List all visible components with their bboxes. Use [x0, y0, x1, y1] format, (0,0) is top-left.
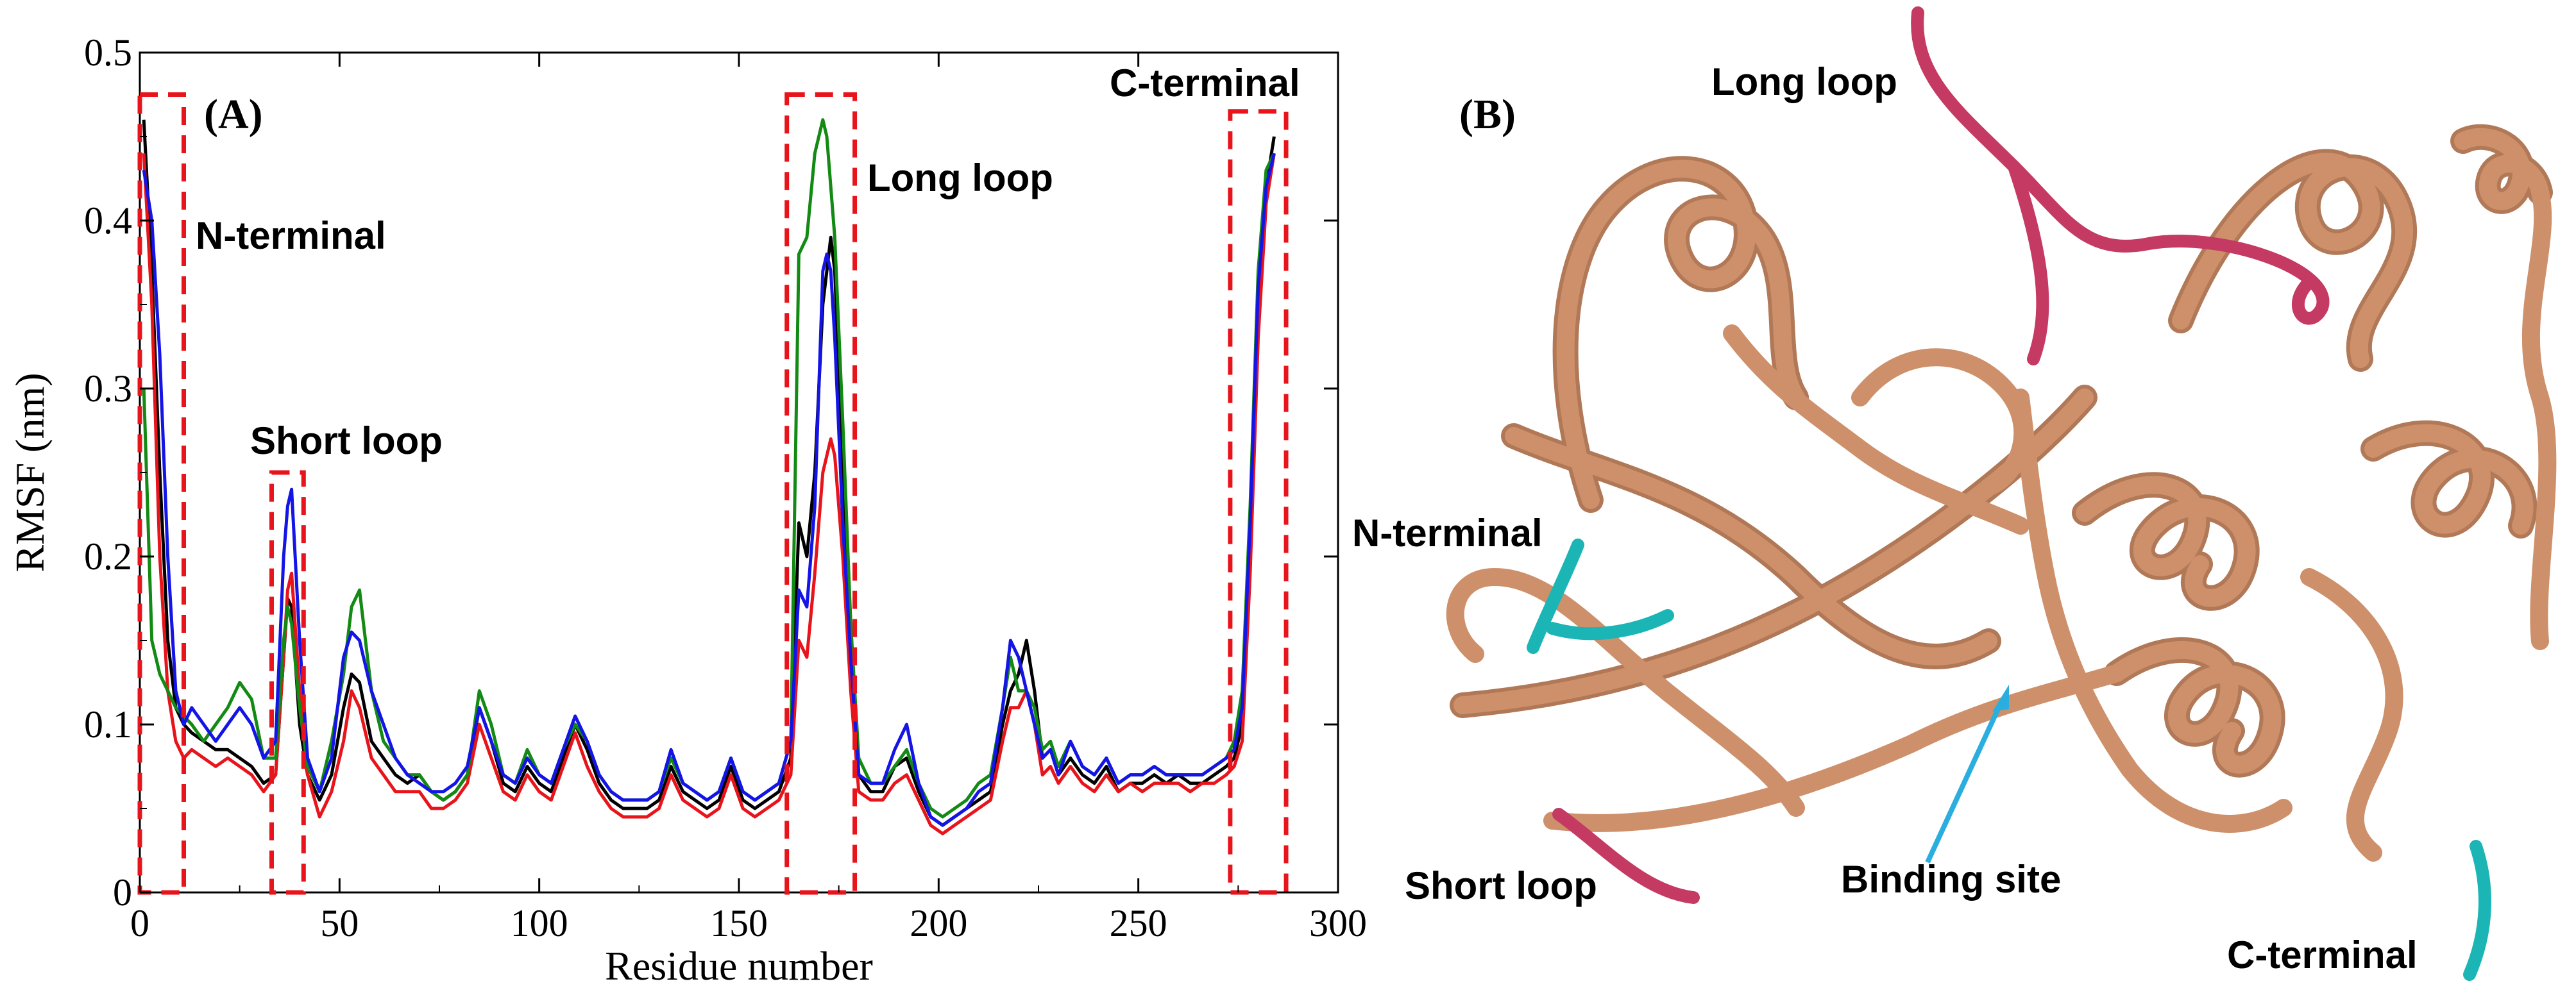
- series-line-blue: [142, 153, 1276, 827]
- region-label-c-terminal: C-terminal: [1110, 62, 1300, 105]
- tick-layer: 0 50 100 150 200 250 300 0 0.1 0.2 0.3 0.4 0.5: [84, 31, 1367, 944]
- panel-a-label: (A): [204, 91, 263, 138]
- x-tick-label: 150: [710, 902, 768, 944]
- region-layer: [137, 92, 1289, 895]
- y-tick-label: 0.5: [84, 31, 132, 74]
- y-tick-label: 0.1: [84, 703, 132, 746]
- region-label-n-terminal: N-terminal: [196, 214, 386, 257]
- structure-label-short-loop: Short loop: [1405, 864, 1597, 907]
- structure-label-binding-site: Binding site: [1841, 858, 2061, 901]
- y-tick-label: 0.3: [84, 367, 132, 410]
- binding-site-arrow: [1925, 685, 2009, 864]
- region-box-long-loop: [784, 92, 858, 895]
- region-box-c-terminal: [1228, 109, 1289, 895]
- series-layer: [142, 118, 1276, 835]
- plot-frame: [139, 51, 1339, 894]
- region-label-short-loop: Short loop: [250, 419, 443, 462]
- structure-label-n-terminal: N-terminal: [1352, 512, 1543, 555]
- y-tick-label: 0.2: [84, 535, 132, 578]
- x-tick-label: 100: [511, 902, 568, 944]
- region-box-n-terminal: [137, 92, 186, 895]
- y-axis-label: RMSF (nm): [7, 372, 53, 572]
- protein-structure-panel: (B): [1352, 6, 2557, 981]
- x-tick-label: 300: [1309, 902, 1367, 944]
- x-tick-label: 250: [1110, 902, 1167, 944]
- x-axis-label: Residue number: [605, 943, 873, 989]
- region-box-short-loop: [269, 470, 306, 895]
- x-tick-label: 50: [320, 902, 359, 944]
- y-tick-label: 0.4: [84, 199, 132, 242]
- structure-label-long-loop: Long loop: [1711, 60, 1897, 103]
- series-line-red: [142, 153, 1276, 835]
- structure-label-c-terminal: C-terminal: [2227, 933, 2418, 976]
- y-tick-label: 0: [113, 871, 132, 914]
- x-tick-label: 0: [130, 902, 149, 944]
- region-label-long-loop: Long loop: [867, 156, 1053, 199]
- panel-b-label: (B): [1459, 91, 1516, 138]
- x-tick-label: 200: [910, 902, 967, 944]
- rmsf-chart: 0 50 100 150 200 250 300 0 0.1 0.2 0.3 0.4 0.5 (A) R…: [7, 31, 1367, 989]
- protein-ribbon: [1446, 6, 2557, 981]
